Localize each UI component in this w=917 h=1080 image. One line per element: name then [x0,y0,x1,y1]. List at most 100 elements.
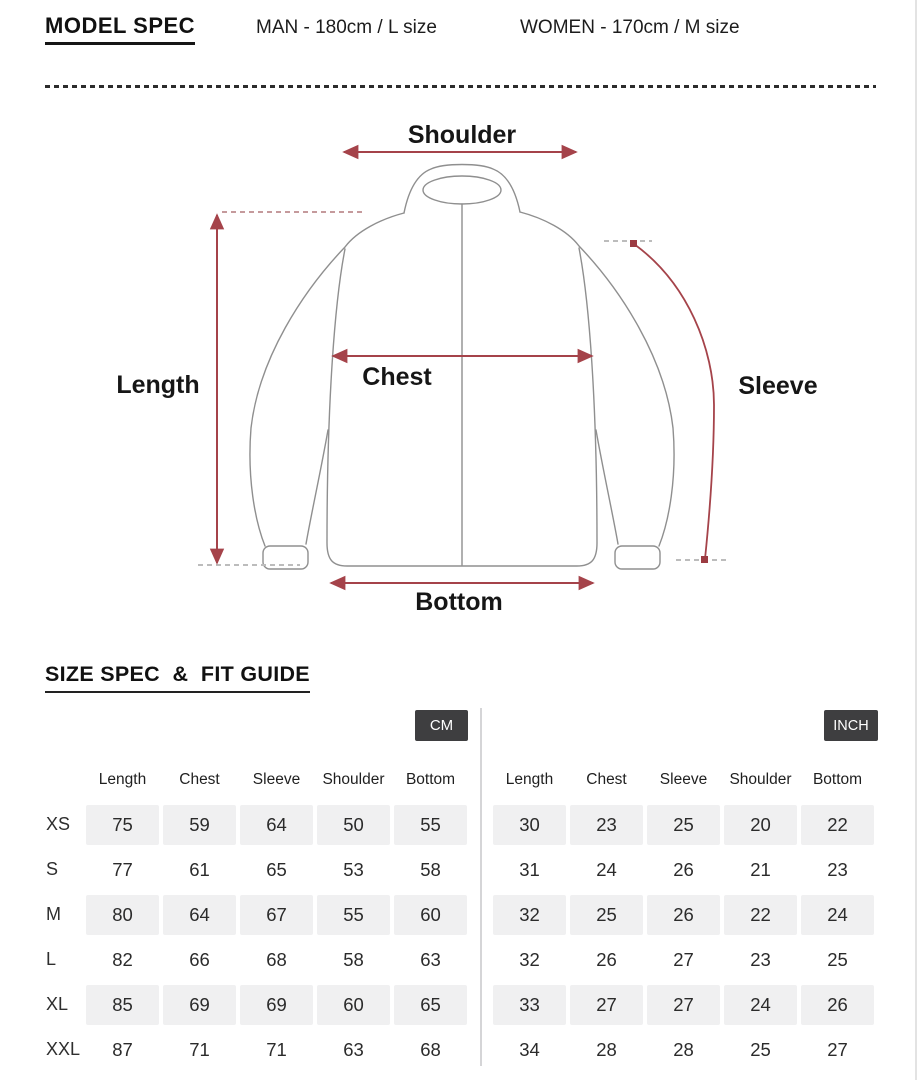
cell-cm-xs-chest: 59 [163,804,236,845]
cell-cm-s-chest: 61 [189,858,210,880]
cell-inch-m-shoulder: 22 [724,894,797,935]
cell-inch-xxl-bottom: 27 [827,1038,848,1060]
left-sleeve-outer [249,212,405,547]
cell-inch-xxl-shoulder: 25 [750,1038,771,1060]
cell-inch-s-shoulder: 21 [750,858,771,880]
cell-inch-xl-sleeve: 27 [647,984,720,1025]
left-sleeve-inner [305,429,329,545]
cell-cm-m-bottom: 60 [394,894,467,935]
cell-inch-l-sleeve: 27 [673,948,694,970]
collar-opening [422,175,502,205]
cell-inch-l-length: 32 [519,948,540,970]
cell-cm-xl-length: 85 [86,984,159,1025]
cell-inch-xl-chest: 27 [570,984,643,1025]
cell-cm-s-shoulder: 53 [343,858,364,880]
inch-size-table: Length Chest Sleeve Shoulder Bottom 30 2… [491,758,876,1072]
cell-cm-l-length: 82 [112,948,133,970]
guide-dashes [198,211,726,566]
cell-cm-xs-length: 75 [86,804,159,845]
cell-cm-xxl-length: 87 [112,1038,133,1060]
size-guide-title: SIZE SPEC & FIT GUIDE [45,662,310,693]
cell-inch-m-sleeve: 26 [647,894,720,935]
inch-unit-badge: INCH [824,710,878,741]
body-outline [326,247,598,567]
cell-inch-s-bottom: 23 [827,858,848,880]
sleeve-dot-top [630,240,637,247]
cell-inch-m-chest: 25 [570,894,643,935]
inch-col-chest: Chest [586,771,627,788]
cm-col-sleeve: Sleeve [252,771,301,788]
cell-cm-m-chest: 64 [163,894,236,935]
cell-cm-xl-chest: 69 [163,984,236,1025]
jacket-diagram-svg [198,144,726,591]
cell-inch-xs-bottom: 22 [801,804,874,845]
cell-cm-s-length: 77 [112,858,133,880]
cell-cm-xxl-chest: 71 [189,1038,210,1060]
cell-inch-s-length: 31 [519,858,540,880]
size-label-xl: XL [46,994,69,1014]
cell-cm-xs-bottom: 55 [394,804,467,845]
model-spec-title: MODEL SPEC [45,13,196,45]
measurement-arrows [209,144,715,591]
bottom-label: Bottom [415,588,503,616]
cell-cm-s-bottom: 58 [420,858,441,880]
inch-col-bottom: Bottom [812,771,863,788]
cm-col-bottom: Bottom [405,771,456,788]
size-label-l: L [46,949,57,969]
sleeve-dot-bottom [701,556,708,563]
cell-cm-l-bottom: 63 [420,948,441,970]
model-women-spec: WOMEN - 170cm / M size [520,17,740,38]
cell-inch-l-chest: 26 [596,948,617,970]
cell-inch-xxl-sleeve: 28 [673,1038,694,1060]
cell-inch-xl-shoulder: 24 [724,984,797,1025]
cell-inch-m-bottom: 24 [801,894,874,935]
right-sleeve-inner [595,429,619,545]
cell-cm-m-sleeve: 67 [240,894,313,935]
cell-inch-xl-length: 33 [493,984,566,1025]
cell-inch-xxl-length: 34 [519,1038,540,1060]
cm-col-length: Length [98,771,147,788]
dashed-divider [45,85,876,88]
cell-cm-s-sleeve: 65 [266,858,287,880]
cell-cm-xs-shoulder: 50 [317,804,390,845]
sleeve-curve [633,243,715,560]
size-label-xxl: XXL [46,1039,81,1059]
cell-inch-xl-bottom: 26 [801,984,874,1025]
size-label-s: S [46,859,59,879]
right-sleeve-outer [519,211,675,547]
cm-size-table: Length Chest Sleeve Shoulder Bottom 75 5… [84,758,469,1072]
right-cuff [614,545,661,570]
cell-cm-l-shoulder: 58 [343,948,364,970]
cell-cm-xl-sleeve: 69 [240,984,313,1025]
cell-cm-xxl-sleeve: 71 [266,1038,287,1060]
cell-cm-m-shoulder: 55 [317,894,390,935]
cell-inch-l-shoulder: 23 [750,948,771,970]
cell-cm-l-chest: 66 [189,948,210,970]
cell-inch-s-sleeve: 26 [673,858,694,880]
cell-inch-xs-shoulder: 20 [724,804,797,845]
inch-col-length: Length [505,771,554,788]
cell-cm-xl-shoulder: 60 [317,984,390,1025]
jacket-outline [249,163,675,570]
chest-label: Chest [362,363,432,391]
cm-col-chest: Chest [179,771,220,788]
sleeve-curve-endpoints [630,240,708,563]
length-label: Length [116,371,200,399]
left-cuff [262,545,309,570]
size-row-labels: XS S M L XL XXL [46,802,86,1072]
size-label-xs: XS [46,814,71,834]
cell-inch-xs-chest: 23 [570,804,643,845]
cell-cm-xs-sleeve: 64 [240,804,313,845]
cell-cm-l-sleeve: 68 [266,948,287,970]
collar-outer [403,163,521,214]
cell-inch-l-bottom: 25 [827,948,848,970]
cell-inch-xs-sleeve: 25 [647,804,720,845]
inch-col-sleeve: Sleeve [659,771,708,788]
inch-col-shoulder: Shoulder [729,771,792,788]
cell-cm-m-length: 80 [86,894,159,935]
cell-inch-xxl-chest: 28 [596,1038,617,1060]
cm-unit-badge: CM [415,710,468,741]
shoulder-label: Shoulder [407,121,517,149]
size-label-m: M [46,904,61,924]
